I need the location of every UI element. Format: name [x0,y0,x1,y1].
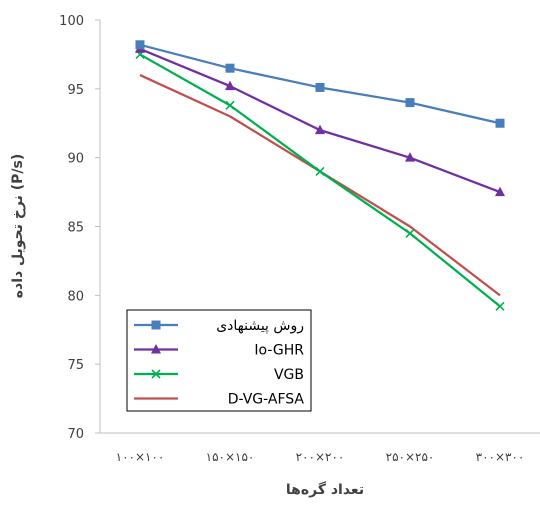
legend: روش پیشنهادی Io-GHR VGB D-VG-AFSA [126,309,312,412]
data-point [405,228,415,238]
series-line [139,53,501,308]
data-point [225,100,235,110]
series-Io-GHR [135,43,505,197]
y-tick-label: 70 [67,427,84,442]
data-point [151,320,161,330]
x-tick-label: ۲۰۰×۲۰۰ [296,450,345,464]
legend-label: روش پیشنهادی [216,318,304,334]
data-point [495,118,505,128]
legend-label: Io-GHR [254,343,304,359]
y-axis-title: نرخ تحویل داده (P/s) [10,154,26,299]
y-tick-label: 100 [59,14,84,29]
y-tick-labels: 70 75 80 85 90 95 100 [59,14,100,442]
legend-entry: Io-GHR [134,343,304,359]
legend-entry: D-VG-AFSA [134,392,304,408]
data-point [225,63,235,73]
data-point [405,152,415,162]
x-tick-label: ۳۰۰×۳۰۰ [476,450,525,464]
x-tick-label: ۱۰۰×۱۰۰ [116,450,165,464]
y-tick-label: 75 [67,358,84,373]
data-point [405,98,415,108]
y-tick-label: 90 [67,152,84,167]
data-point [315,166,325,176]
series-layer [135,40,505,311]
data-point [495,186,505,197]
axes: نرخ تحویل داده (P/s) تعداد گره‌ها [10,20,540,498]
x-axis-title: تعداد گره‌ها [286,481,364,498]
x-tick-label: ۱۵۰×۱۵۰ [206,450,255,464]
y-tick-label: 85 [67,221,84,236]
data-point [151,344,161,354]
data-point [151,369,161,379]
data-point [315,82,325,92]
data-point [135,40,145,50]
x-tick-labels: ۱۰۰×۱۰۰ ۱۵۰×۱۵۰ ۲۰۰×۲۰۰ ۲۵۰×۲۵۰ ۳۰۰×۳۰۰ [116,450,525,464]
x-tick-label: ۲۵۰×۲۵۰ [386,450,435,464]
data-point [315,124,325,135]
data-point [225,80,235,91]
y-tick-label: 95 [67,83,84,98]
series-روش پیشنهادی [135,40,505,128]
legend-label: VGB [274,367,304,383]
legend-entry: VGB [134,367,304,383]
legend-label: D-VG-AFSA [228,392,305,408]
data-point [495,301,505,311]
y-tick-label: 80 [67,289,84,304]
legend-entry: روش پیشنهادی [134,318,304,334]
